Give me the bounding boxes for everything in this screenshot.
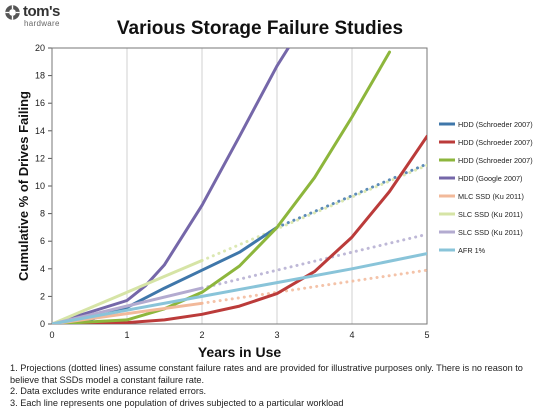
logo-subtitle: hardware: [24, 19, 60, 28]
x-tick-label: 5: [424, 330, 429, 340]
series-line: [52, 252, 427, 324]
y-tick-label: 0: [40, 319, 45, 329]
footnote-3: 3. Each line represents one population o…: [10, 397, 344, 408]
footnote-1: 1. Projections (dotted lines) assume con…: [10, 363, 523, 385]
y-tick-label: 20: [35, 43, 45, 53]
legend-label: HDD (Schroeder 2007): [458, 138, 533, 147]
y-tick-label: 4: [40, 264, 45, 274]
y-tick-label: 18: [35, 71, 45, 81]
chart-title: Various Storage Failure Studies: [116, 18, 404, 39]
x-tick-label: 3: [274, 330, 279, 340]
series-line: [52, 50, 391, 324]
series-group: [52, 48, 427, 324]
y-tick-label: 12: [35, 153, 45, 163]
x-tick-label: 2: [199, 330, 204, 340]
plot-area: [52, 48, 427, 324]
plot-border: [51, 47, 428, 325]
series-projection: [200, 268, 427, 305]
legend-label: HDD (Google 2007): [458, 174, 523, 183]
y-tick-label: 10: [35, 181, 45, 191]
legend-label: HDD (Schroeder 2007): [458, 156, 533, 165]
y-tick-label: 14: [35, 126, 45, 136]
footnotes: 1. Projections (dotted lines) assume con…: [10, 363, 535, 409]
x-tick-label: 1: [124, 330, 129, 340]
series-line: [52, 134, 427, 324]
tomshardware-logo-icon: [5, 5, 20, 20]
y-tick-label: 6: [40, 236, 45, 246]
series-line: [52, 259, 204, 324]
logo-name: tom's: [23, 3, 60, 20]
legend: HDD (Schroeder 2007) HDD (Schroeder 2007)…: [439, 120, 533, 255]
series-projection: [200, 163, 427, 262]
legend-label: SLC SSD (Ku 2011): [458, 228, 523, 237]
legend-label: AFR 1%: [458, 246, 486, 255]
y-tick-label: 8: [40, 209, 45, 219]
y-tick-label: 2: [40, 291, 45, 301]
series-projection: [200, 232, 427, 290]
legend-label: HDD (Schroeder 2007): [458, 120, 533, 129]
y-axis-label: Cumulative % of Drives Failing: [16, 91, 31, 281]
logo: tom's hardware: [4, 3, 68, 31]
y-tick-label: 16: [35, 98, 45, 108]
legend-label: SLC SSD (Ku 2011): [458, 210, 523, 219]
footnote-2: 2. Data excludes write endurance related…: [10, 386, 207, 396]
x-tick-label: 0: [49, 330, 54, 340]
legend-label: MLC SSD (Ku 2011): [458, 192, 524, 201]
series-line: [52, 48, 290, 324]
x-axis-label: Years in Use: [198, 344, 281, 360]
x-tick-label: 4: [349, 330, 354, 340]
